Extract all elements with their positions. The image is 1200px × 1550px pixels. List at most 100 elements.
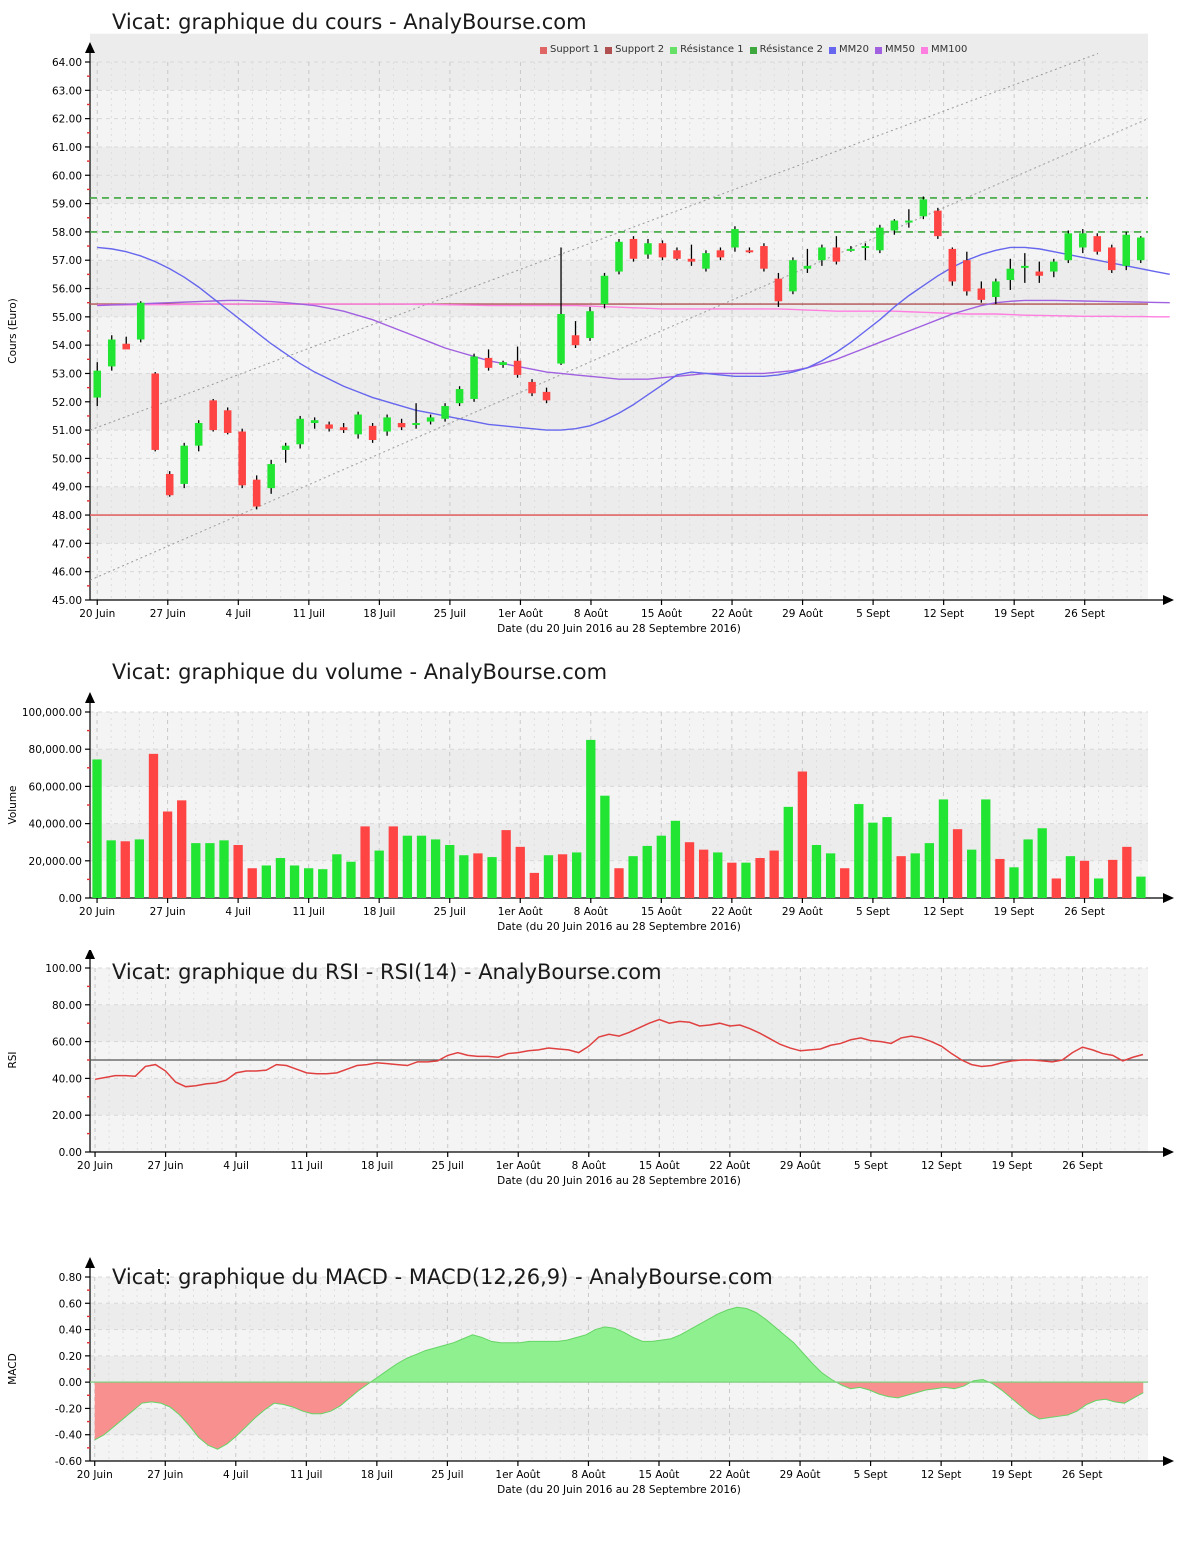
legend-swatch-mm50-icon [875,46,883,54]
volume-bar [162,811,173,898]
x-axis-title: Date (du 20 Juin 2016 au 28 Septembre 20… [497,921,741,933]
volume-bar [247,868,257,898]
candlestick [977,281,986,303]
candlestick [542,387,551,404]
y-tick-label: 49.00 [52,482,82,494]
volume-bar [656,835,666,898]
volume-bar [840,868,850,898]
volume-bar [600,795,610,898]
candlestick [267,459,275,494]
x-tick-label: 26 Sept [1062,1469,1103,1481]
x-tick-label: 18 Juil [363,906,395,918]
volume-bar [1136,876,1146,898]
volume-bar [967,849,977,898]
x-tick-label: 5 Sept [854,1160,888,1172]
candlestick [919,196,928,220]
x-tick-label: 11 Juil [293,608,325,620]
candlestick [745,247,754,254]
x-axis-title: Date (du 20 Juin 2016 au 28 Septembre 20… [497,1484,741,1496]
candlestick [93,362,102,407]
legend-label-resistance-2: Résistance 2 [759,44,824,55]
candle-body [281,445,290,450]
x-tick-label: 29 Août [780,1469,821,1481]
x-tick-label: 11 Juil [290,1469,322,1481]
candle-body [383,417,391,432]
candlestick [1093,233,1102,255]
candlestick [368,423,377,443]
candlestick [571,321,580,348]
legend-item-resistance-1[interactable]: Résistance 1 [670,45,744,55]
volume-bar [995,858,1005,898]
candlestick [499,360,507,368]
legend-label-support-2: Support 2 [615,44,665,55]
candle-body [484,357,493,368]
volume-bar [854,804,864,898]
x-tick-label: 27 Juin [150,608,186,620]
candle-body [1079,233,1087,248]
y-tick-label: 64.00 [52,57,82,69]
mm20-line [97,246,1170,431]
x-tick-label: 22 Août [712,608,753,620]
candle-body [832,247,841,262]
x-tick-label: 18 Juil [363,608,395,620]
volume-bar [191,843,201,898]
y-tick-label: 0.00 [59,893,82,905]
candle-body [1006,268,1015,281]
volume-bar [318,869,328,898]
candlestick [122,336,131,350]
legend-swatch-support-1-icon [540,46,547,54]
candlestick [760,243,768,272]
candle-body [412,423,420,426]
candle-body [818,247,826,261]
candlestick [484,349,493,371]
candlestick [890,219,899,235]
volume-bar [529,872,540,898]
x-tick-label: 1er Août [498,608,543,620]
volume-bar-series [92,739,1146,898]
candle-body [600,275,609,305]
legend-item-support-2[interactable]: Support 2 [605,45,664,55]
candlestick [673,247,681,261]
x-tick-label: 27 Juin [147,1469,183,1481]
candlestick [151,372,159,452]
y-tick-label: 0.40 [59,1325,82,1337]
volume-bar [1122,846,1132,898]
x-tick-label: 12 Sept [923,906,964,918]
candlestick [1035,261,1044,283]
candlestick [1136,236,1145,264]
legend-item-mm50[interactable]: MM50 [875,45,915,55]
candle-body [165,473,174,496]
y-tick-label: 56.00 [52,284,82,296]
candle-body [919,199,928,217]
candlestick [383,414,391,436]
x-tick-label: 26 Sept [1064,608,1105,620]
x-tick-label: 25 Juil [432,1160,464,1172]
candlestick [310,417,319,429]
y-axis-title: MACD [7,1353,19,1384]
candlestick [861,243,870,261]
candle-body [209,400,217,431]
candle-body [963,260,971,292]
x-tick-label: 19 Sept [991,1469,1032,1481]
candle-body [354,414,362,435]
y-tick-label: -0.40 [55,1430,82,1442]
volume-bar [346,861,356,898]
trend-channel [89,53,1149,581]
y-tick-label: 0.00 [59,1147,82,1159]
candle-body [107,339,116,367]
candlestick [1050,258,1058,278]
price-chart-block: Vicat: graphique du cours - AnalyBourse.… [0,0,1200,645]
volume-bar [416,835,427,898]
volume-bar [557,854,568,898]
candlestick [107,335,116,371]
candlestick [905,209,913,228]
candlestick [934,207,942,239]
legend-item-resistance-2[interactable]: Résistance 2 [749,44,824,55]
candlestick [281,442,290,463]
candlestick [789,257,797,295]
legend-item-support-1[interactable]: Support 1 [540,45,599,55]
legend-item-mm20[interactable]: MM20 [829,45,869,55]
legend-item-mm100[interactable]: MM100 [921,45,967,55]
volume-bar [148,753,159,898]
y-tick-label: 63.00 [52,85,82,97]
